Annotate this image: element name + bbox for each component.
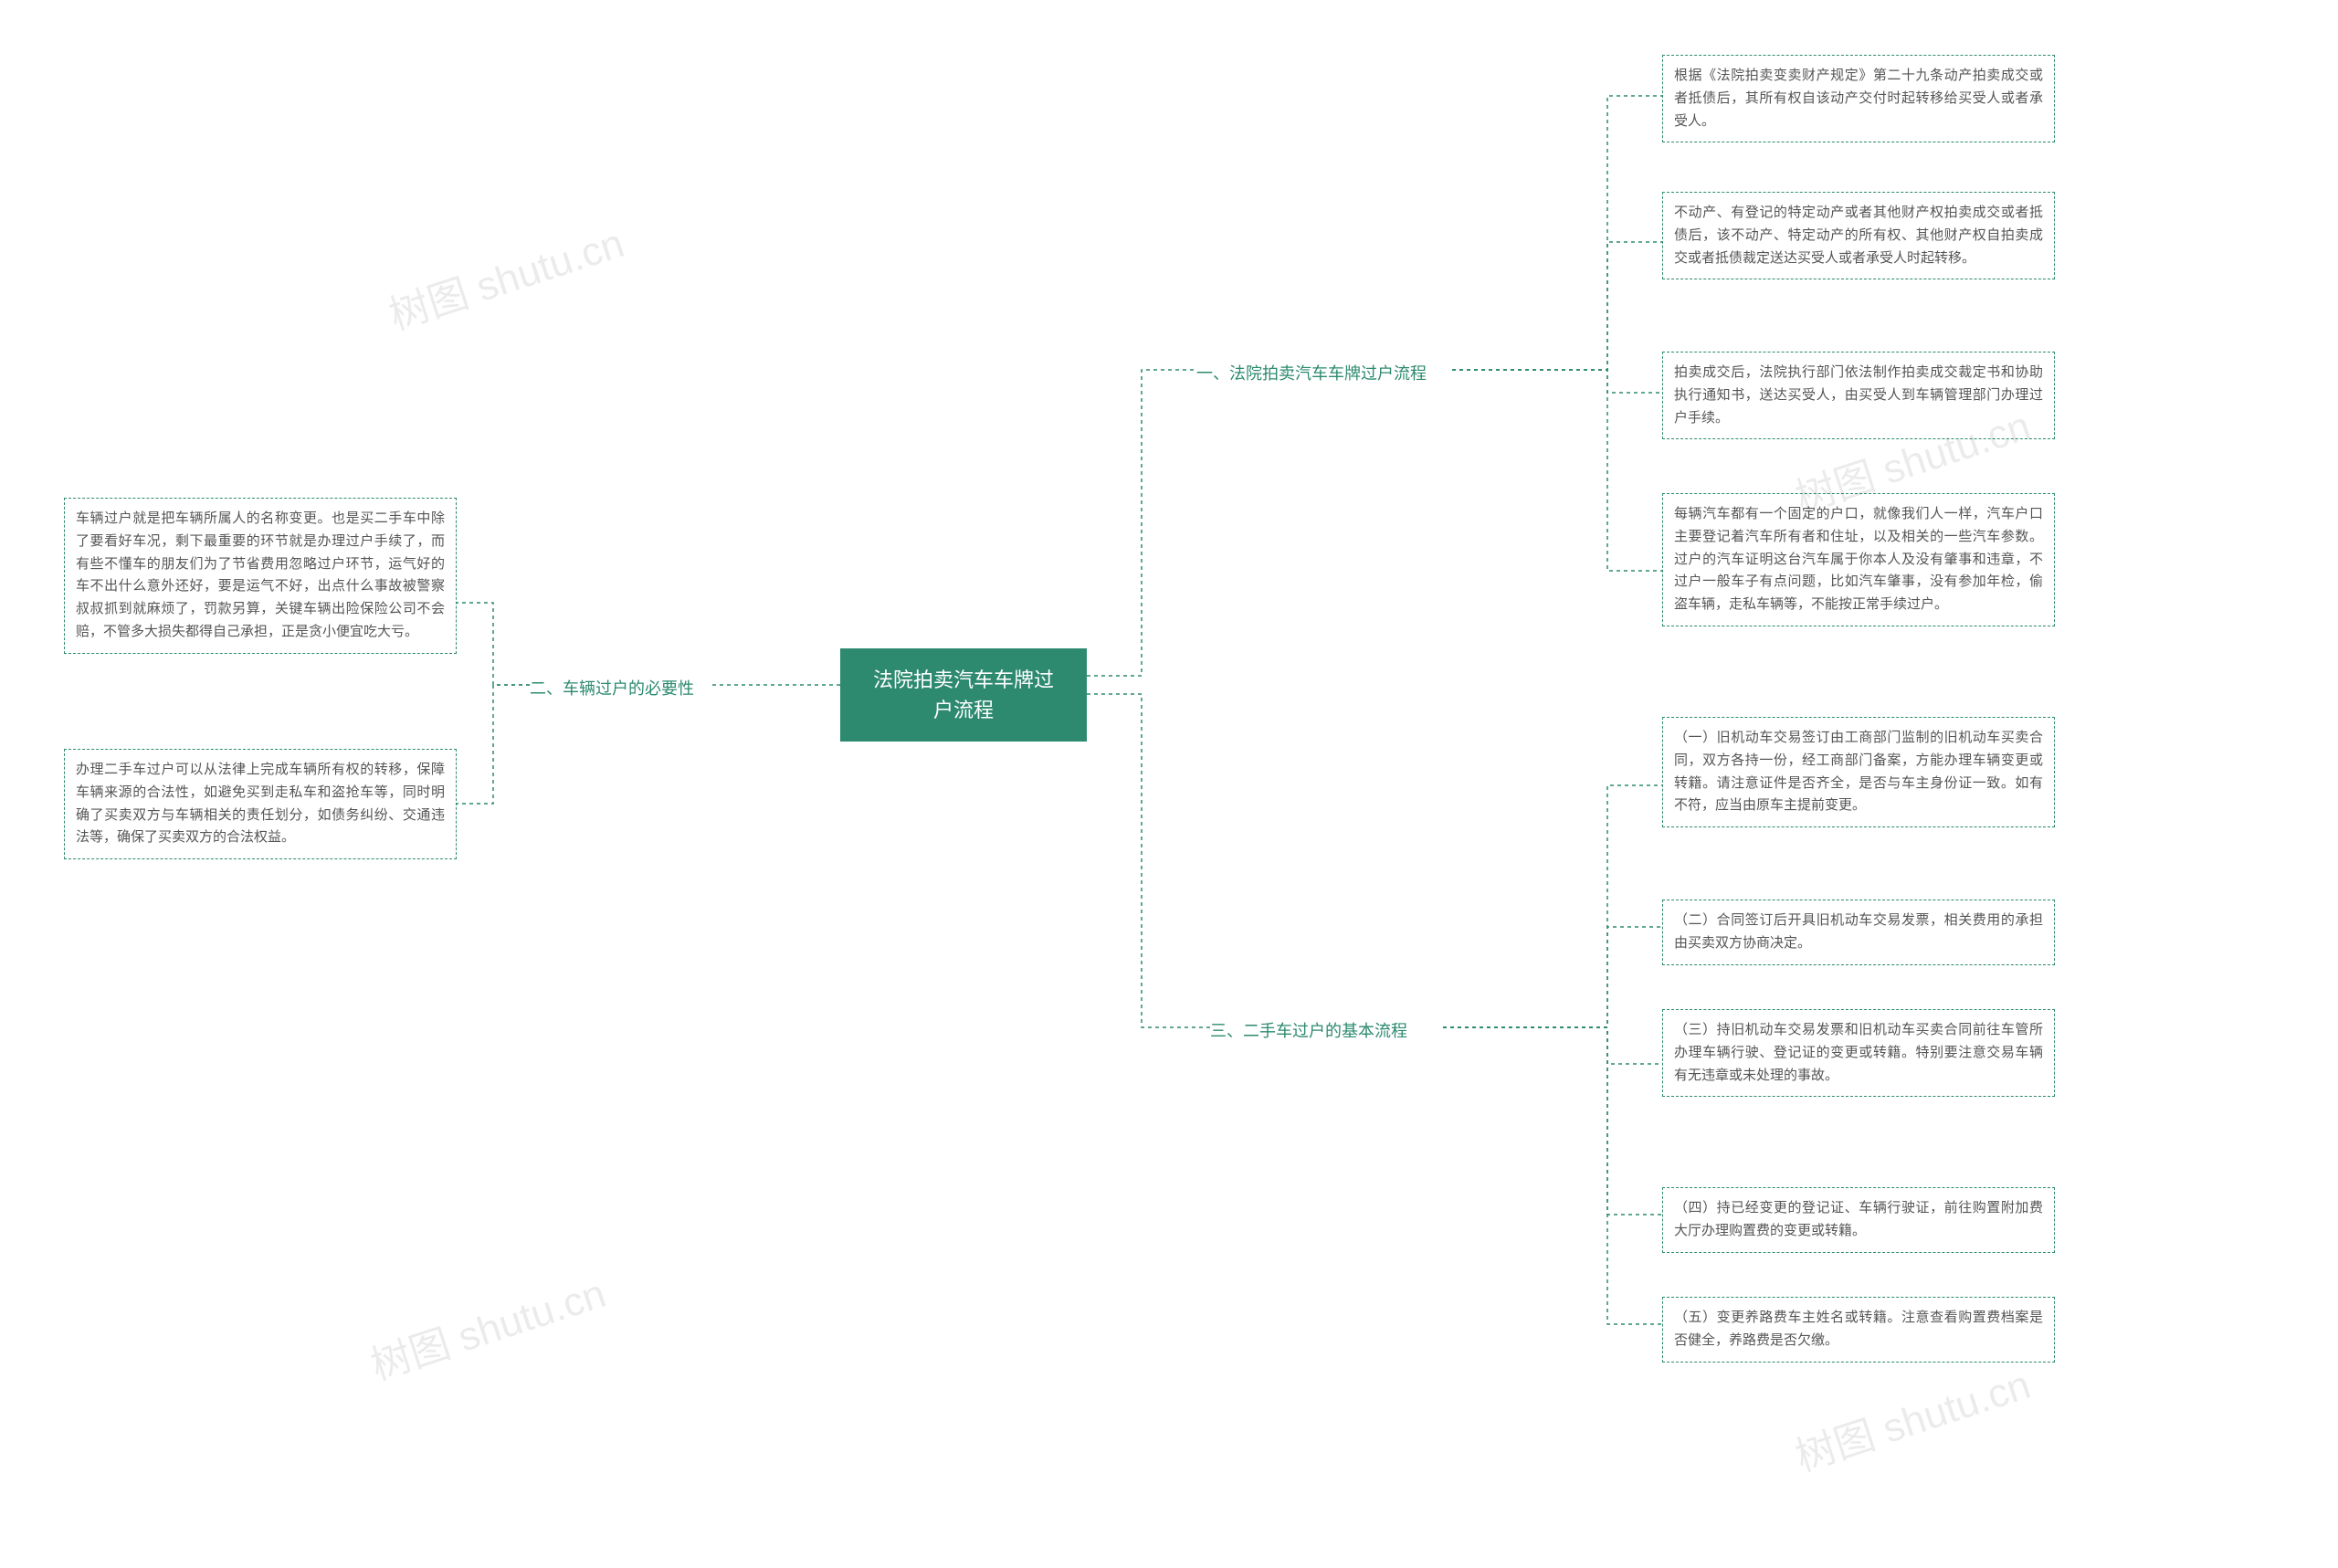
branch-2-label: 二、车辆过户的必要性 bbox=[530, 676, 694, 700]
leaf-b1-2: 不动产、有登记的特定动产或者其他财产权拍卖成交或者抵债后，该不动产、特定动产的所… bbox=[1662, 192, 2055, 279]
watermark-3: 树图 shutu.cn bbox=[363, 1260, 612, 1391]
leaf-b2-2: 办理二手车过户可以从法律上完成车辆所有权的转移，保障车辆来源的合法性，如避免买到… bbox=[64, 749, 457, 859]
leaf-b3-5: （五）变更养路费车主姓名或转籍。注意查看购置费档案是否健全，养路费是否欠缴。 bbox=[1662, 1297, 2055, 1363]
center-node: 法院拍卖汽车车牌过户流程 bbox=[840, 648, 1087, 742]
mindmap-canvas: 法院拍卖汽车车牌过户流程 一、法院拍卖汽车车牌过户流程 三、二手车过户的基本流程… bbox=[0, 0, 2338, 1568]
watermark-1: 树图 shutu.cn bbox=[381, 210, 630, 341]
leaf-b3-1: （一）旧机动车交易签订由工商部门监制的旧机动车买卖合同，双方各持一份，经工商部门… bbox=[1662, 717, 2055, 827]
branch-1-label: 一、法院拍卖汽车车牌过户流程 bbox=[1196, 361, 1427, 384]
watermark-4: 树图 shutu.cn bbox=[1787, 1352, 2037, 1482]
leaf-b3-3: （三）持旧机动车交易发票和旧机动车买卖合同前往车管所办理车辆行驶、登记证的变更或… bbox=[1662, 1009, 2055, 1097]
leaf-b1-3: 拍卖成交后，法院执行部门依法制作拍卖成交裁定书和协助执行通知书，送达买受人，由买… bbox=[1662, 352, 2055, 439]
leaf-b3-4: （四）持已经变更的登记证、车辆行驶证，前往购置附加费大厅办理购置费的变更或转籍。 bbox=[1662, 1187, 2055, 1253]
leaf-b3-2: （二）合同签订后开具旧机动车交易发票，相关费用的承担由买卖双方协商决定。 bbox=[1662, 900, 2055, 965]
leaf-b1-1: 根据《法院拍卖变卖财产规定》第二十九条动产拍卖成交或者抵债后，其所有权自该动产交… bbox=[1662, 55, 2055, 142]
leaf-b1-4: 每辆汽车都有一个固定的户口，就像我们人一样，汽车户口主要登记着汽车所有者和住址，… bbox=[1662, 493, 2055, 626]
leaf-b2-1: 车辆过户就是把车辆所属人的名称变更。也是买二手车中除了要看好车况，剩下最重要的环… bbox=[64, 498, 457, 654]
branch-3-label: 三、二手车过户的基本流程 bbox=[1210, 1018, 1407, 1042]
